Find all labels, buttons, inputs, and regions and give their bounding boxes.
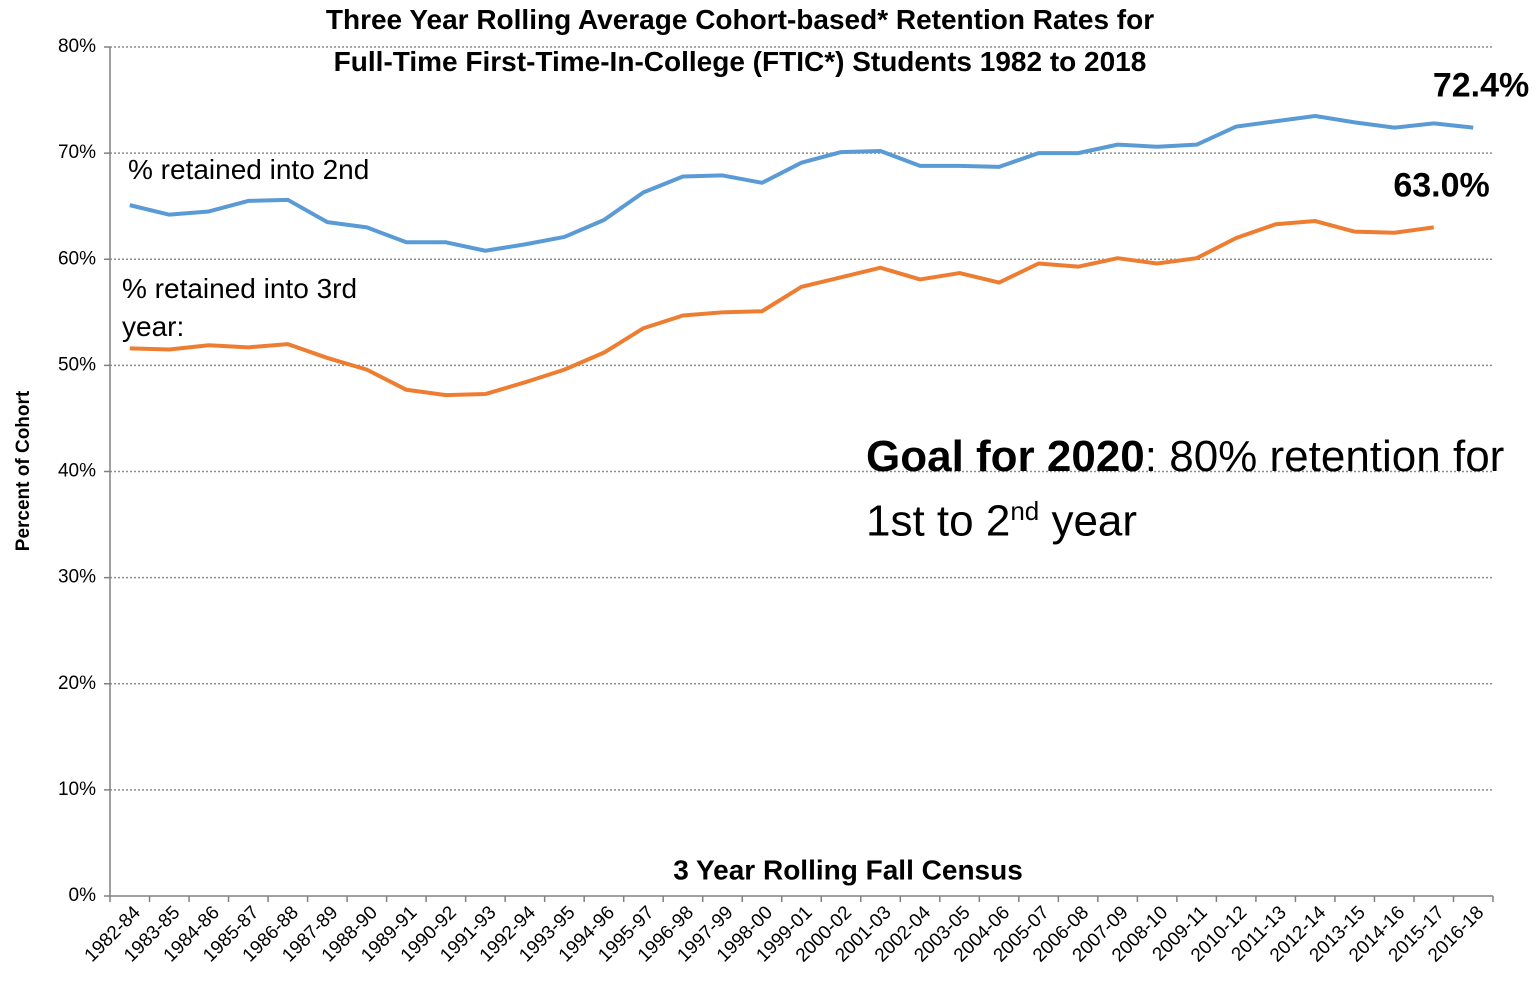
y-tick-label: 50%: [58, 354, 96, 375]
annotation: Goal for 2020: 80% retention for 1st to …: [866, 430, 1506, 549]
series-label: % retained into 2nd: [128, 154, 370, 185]
series-line: [129, 113, 1474, 253]
x-axis-title: 3 Year Rolling Fall Census: [673, 854, 1023, 885]
annotation-text: : 80% retention for 1st to 2: [866, 432, 1505, 546]
annotation-sup: nd: [1010, 496, 1040, 526]
y-tick-label: 70%: [58, 142, 96, 163]
annotation-tail: year: [1039, 496, 1138, 546]
y-tick-label: 10%: [58, 779, 96, 800]
y-tick-label: 30%: [58, 567, 96, 588]
y-tick-label: 0%: [69, 885, 97, 906]
series-line: [129, 219, 1434, 398]
chart-title: Full-Time First-Time-In-College (FTIC*) …: [333, 46, 1147, 77]
y-axis-title: Percent of Cohort: [13, 390, 34, 551]
data-label: 72.4%: [1433, 67, 1529, 105]
annotation-bold: Goal for 2020: [866, 432, 1145, 481]
series-label: % retained into 3rd year:: [122, 273, 358, 342]
data-label: 63.0%: [1393, 166, 1489, 204]
y-tick-label: 60%: [58, 248, 96, 269]
y-tick-label: 40%: [58, 461, 96, 482]
chart-title: Three Year Rolling Average Cohort-based*…: [325, 4, 1155, 35]
y-tick-label: 20%: [58, 673, 96, 694]
y-tick-label: 80%: [58, 36, 96, 57]
